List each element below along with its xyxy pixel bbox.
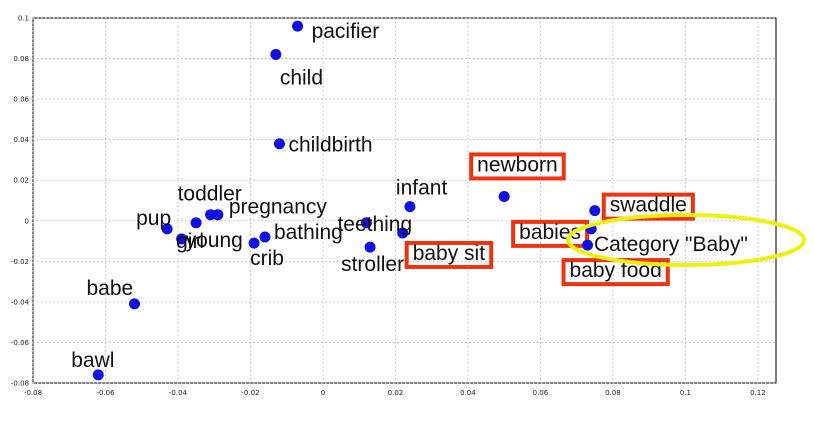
data-point (128, 298, 140, 310)
data-point (498, 190, 510, 202)
x-tick-label: 0.1 (680, 389, 691, 397)
x-tick-label: 0.04 (460, 389, 476, 397)
y-tick-label: 0.02 (13, 177, 29, 185)
point-label: pregnancy (229, 196, 328, 219)
data-point (212, 209, 224, 221)
data-point (364, 241, 376, 253)
y-tick-label: 0.1 (18, 15, 29, 23)
y-tick-label: -0.04 (11, 298, 30, 306)
category-label: Category "Baby" (594, 233, 748, 256)
point-label: pup (136, 207, 171, 230)
data-point (397, 227, 409, 239)
data-point (259, 231, 271, 243)
y-tick-label: 0 (25, 217, 29, 225)
grid (32, 17, 776, 384)
highlight-box (601, 192, 695, 221)
point-label: young (186, 229, 243, 252)
point-label: newborn (477, 153, 558, 176)
data-point (92, 369, 104, 381)
data-point (161, 223, 173, 235)
y-tick-label: -0.02 (11, 258, 29, 266)
point-label: toddler (178, 183, 242, 206)
point-label: crib (250, 247, 284, 270)
data-point (190, 217, 202, 229)
y-tick-label: 0.06 (13, 96, 29, 104)
x-tick-label: 0.02 (388, 389, 404, 397)
y-tick-label: 0.04 (13, 136, 29, 144)
point-label: babe (86, 277, 133, 300)
x-tick-label: 0.06 (533, 389, 549, 397)
x-tick-label: 0.12 (750, 389, 766, 397)
x-tick-label: -0.02 (241, 389, 259, 397)
point-label: bathing (274, 221, 343, 244)
data-point (404, 201, 416, 213)
x-tick-label: 0.08 (605, 389, 621, 397)
point-label: babies (519, 221, 581, 244)
category-annotation: Category "Baby" (566, 213, 806, 267)
point-label: bawl (71, 349, 114, 372)
data-point (292, 20, 304, 32)
data-point (248, 237, 260, 249)
data-point (582, 239, 594, 251)
category-ellipse (566, 213, 806, 267)
data-point (589, 205, 601, 217)
point-label: child (280, 67, 323, 90)
point-label: teething (337, 213, 412, 236)
tick-labels: -0.08 -0.06 -0.04 -0.02 0 0.02 0.04 0.06 0.08 0.1… (11, 15, 766, 398)
x-tick-label: -0.06 (96, 389, 115, 397)
point-label: swaddle (610, 194, 687, 217)
point-label: infant (396, 177, 448, 200)
y-tick-label: -0.06 (11, 339, 30, 347)
highlight-box (511, 219, 590, 248)
plot-area (32, 17, 777, 384)
point-label: baby sit (413, 242, 486, 265)
point-label: girl (176, 230, 204, 253)
data-point (176, 233, 188, 245)
point-label: pacifier (312, 20, 380, 43)
x-tick-label: 0 (321, 389, 325, 397)
y-tick-label: -0.08 (11, 380, 29, 388)
point-label: childbirth (288, 134, 372, 157)
highlight-box (404, 240, 494, 269)
x-tick-label: -0.04 (169, 389, 188, 397)
x-tick-label: -0.08 (24, 389, 42, 397)
highlight-box (469, 152, 566, 181)
data-points (92, 20, 601, 381)
data-point (273, 138, 285, 150)
point-labels: pacifier child childbirth toddler pup pregnan… (71, 20, 687, 372)
data-point (360, 217, 372, 229)
data-point (270, 49, 282, 60)
point-label: stroller (341, 253, 404, 276)
y-tick-label: 0.08 (13, 55, 29, 63)
